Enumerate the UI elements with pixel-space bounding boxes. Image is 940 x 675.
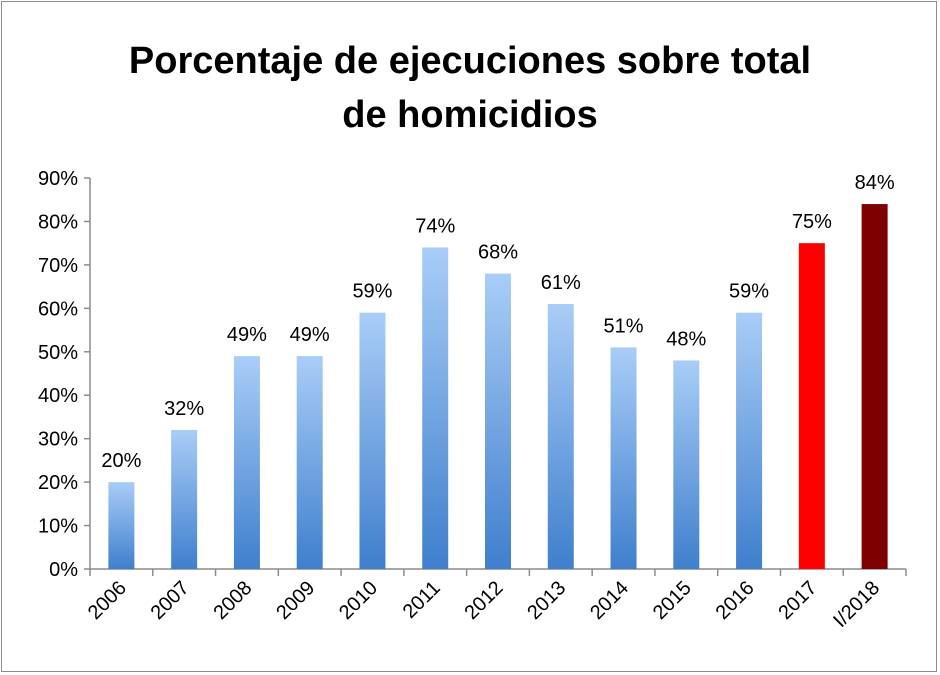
data-label: 59% (352, 281, 392, 303)
x-tick-label: 2007 (147, 577, 194, 624)
x-tick-label: 2015 (649, 577, 696, 624)
x-tick-label: 2017 (774, 577, 821, 624)
bar-2009 (296, 356, 323, 569)
bar-2015 (673, 360, 700, 569)
data-label: 20% (101, 450, 141, 472)
chart-title-line2: de homicidios (342, 94, 598, 136)
y-tick-label: 90% (38, 168, 78, 190)
bar-2012 (485, 273, 511, 569)
x-tick-label: 2009 (272, 577, 319, 624)
bars (108, 204, 888, 570)
y-tick-label: 20% (38, 472, 78, 494)
x-axis: 2006 2007 2008 2009 2010 2011 2012 2013 2014 2015… (84, 568, 907, 632)
bar-2017 (798, 243, 825, 569)
y-tick-label: 40% (38, 385, 78, 407)
y-tick-label: 80% (38, 211, 78, 233)
bar-2011 (422, 247, 449, 569)
data-label: 84% (855, 172, 895, 194)
bar-2006 (108, 482, 135, 569)
data-label: 74% (415, 216, 455, 238)
bar-I/2018 (861, 204, 888, 570)
y-tick-label: 50% (38, 342, 78, 364)
data-label: 61% (541, 272, 581, 294)
y-tick-label: 0% (49, 559, 78, 581)
data-label: 49% (290, 324, 330, 346)
x-tick-label: 2006 (84, 577, 131, 624)
bar-2014 (610, 347, 637, 569)
y-axis: 0% 10% 20% 30% 40% 50% 60% 70% 80% 90% (38, 168, 91, 581)
y-tick-label: 30% (38, 429, 78, 451)
y-tick-label: 10% (38, 516, 78, 538)
x-tick-label: I/2018 (829, 577, 884, 632)
bar-2016 (736, 312, 763, 569)
data-label: 59% (729, 281, 769, 303)
x-tick-label: 2014 (586, 577, 633, 624)
bar-2007 (171, 429, 198, 569)
y-tick-label: 60% (38, 298, 78, 320)
data-labels: 20% 32% 49% 49% 59% 74% 68% 61% 51% 48% 59% 75% 84% (101, 172, 894, 472)
y-tick-label: 70% (38, 255, 78, 277)
data-label: 51% (604, 315, 644, 337)
data-label: 48% (666, 328, 706, 350)
bar-2008 (233, 356, 260, 569)
x-tick-label: 2016 (712, 577, 759, 624)
bar-2013 (547, 303, 574, 569)
x-tick-label: 2010 (335, 577, 382, 624)
data-label: 75% (792, 211, 832, 233)
data-label: 68% (478, 242, 518, 264)
x-tick-label: 2012 (461, 577, 508, 624)
data-label: 32% (164, 398, 204, 420)
x-tick-label: 2013 (523, 577, 570, 624)
x-tick-label: 2011 (399, 577, 445, 623)
x-tick-label: 2008 (209, 577, 256, 624)
data-label: 49% (227, 324, 267, 346)
bar-2010 (359, 312, 386, 569)
chart-title-line1: Porcentaje de ejecuciones sobre total (128, 40, 812, 82)
